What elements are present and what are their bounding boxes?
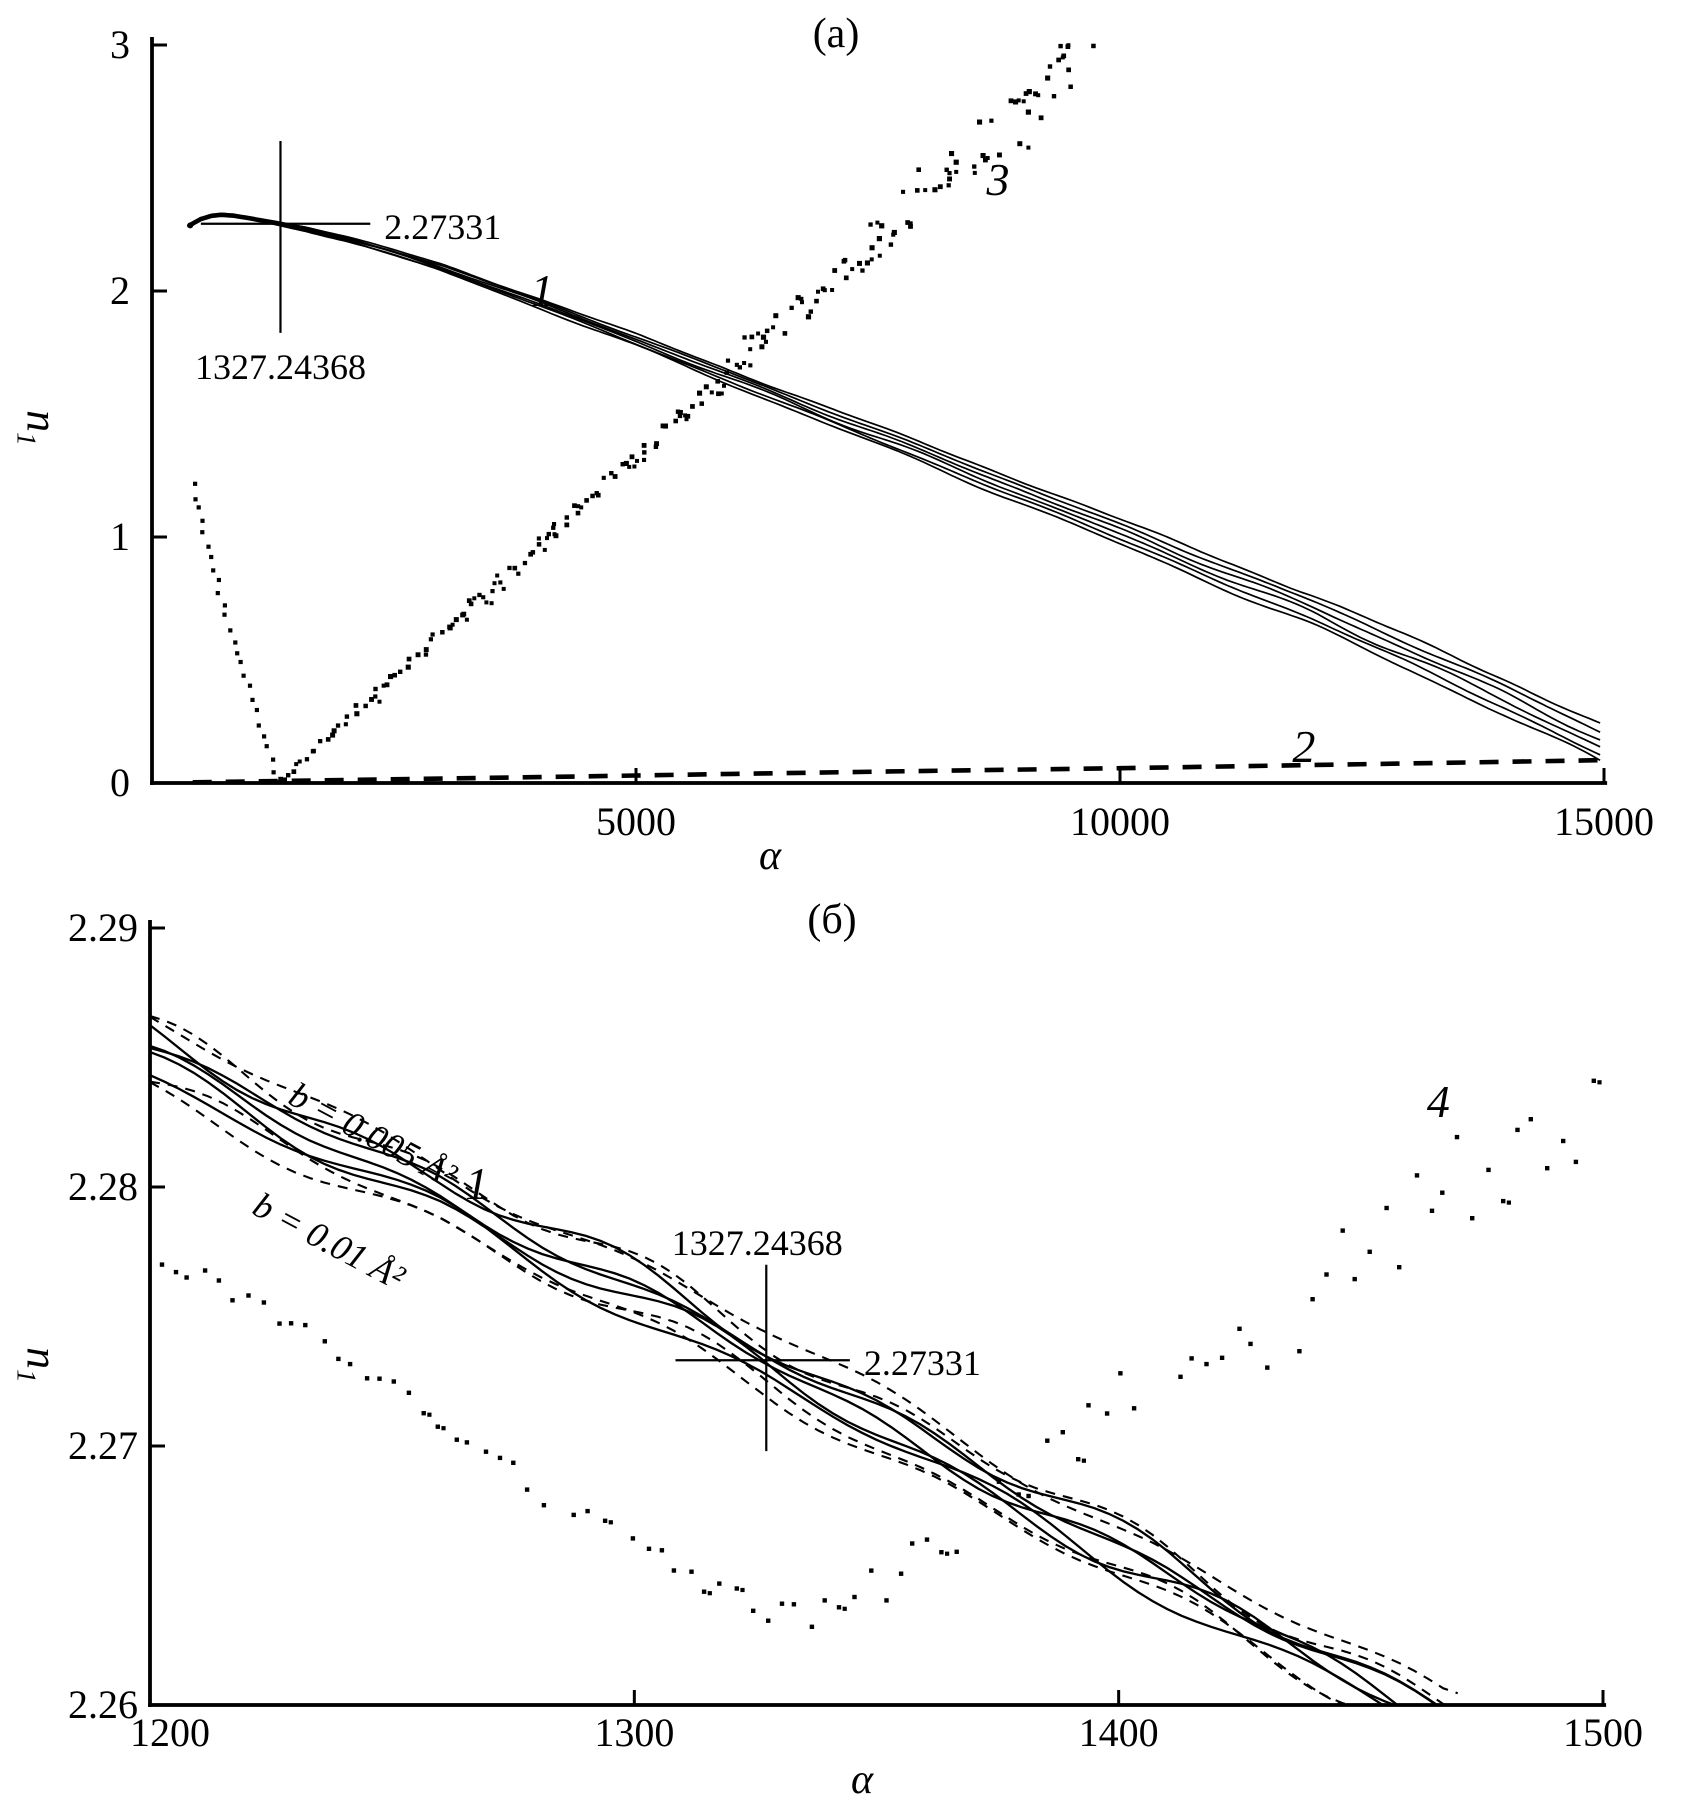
panel-a-curve-2-label: 2 xyxy=(1292,721,1316,773)
yaxis-label-base: n xyxy=(17,410,67,433)
panel-b-ytick-label: 2.28 xyxy=(68,1164,138,1209)
panel-a-curve-3-label: 3 xyxy=(986,154,1010,206)
panel-a-ytick-label: 2 xyxy=(110,268,130,313)
yaxis-label-subscript: 1 xyxy=(11,1369,42,1383)
panel-b-curve-4-label: 4 xyxy=(1426,1075,1450,1127)
yaxis-label-subscript: 1 xyxy=(11,432,42,446)
panel-b-xtick-label: 1400 xyxy=(1078,1710,1159,1755)
panel-a-yaxis-label: n1 xyxy=(11,410,67,446)
panel-a-ytick-label: 3 xyxy=(110,22,130,67)
panel-a-crosshair-alpha-label: 1327.24368 xyxy=(194,346,366,387)
panel-a-title: (a) xyxy=(812,11,860,57)
panel-b-xtick-label: 1500 xyxy=(1563,1710,1643,1755)
panel-a-ytick-label: 0 xyxy=(110,760,130,805)
panel-b-yaxis-label: n1 xyxy=(11,1347,67,1383)
panel-b-crosshair-alpha-label: 1327.24368 xyxy=(671,1222,843,1263)
panel-b-xtick-label: 1200 xyxy=(130,1710,210,1755)
yaxis-label-base: n xyxy=(17,1347,67,1370)
panel-a-xaxis-label: α xyxy=(758,833,782,879)
panel-a-xtick-label: 15000 xyxy=(1554,799,1654,844)
panel-a-xtick-label: 10000 xyxy=(1070,799,1170,844)
panel-a-crosshair-value-label: 2.27331 xyxy=(384,206,502,247)
panel-b-ytick-label: 2.26 xyxy=(68,1682,138,1727)
panel-b-crosshair-value-label: 2.27331 xyxy=(863,1343,981,1384)
panel-b-xtick-label: 1300 xyxy=(594,1710,675,1755)
panel-a-curve-1-label: 1 xyxy=(530,265,554,316)
panel-b-title: (б) xyxy=(807,897,857,943)
panel-b-curve-1-label: 1 xyxy=(465,1158,489,1210)
panel-a-ytick-label: 1 xyxy=(110,514,130,559)
panel-b-ytick-label: 2.27 xyxy=(68,1423,138,1468)
panel-a-xtick-label: 5000 xyxy=(596,799,676,844)
panel-b-xaxis-label: α xyxy=(850,1757,874,1803)
panel-b-ytick-label: 2.29 xyxy=(68,905,138,950)
